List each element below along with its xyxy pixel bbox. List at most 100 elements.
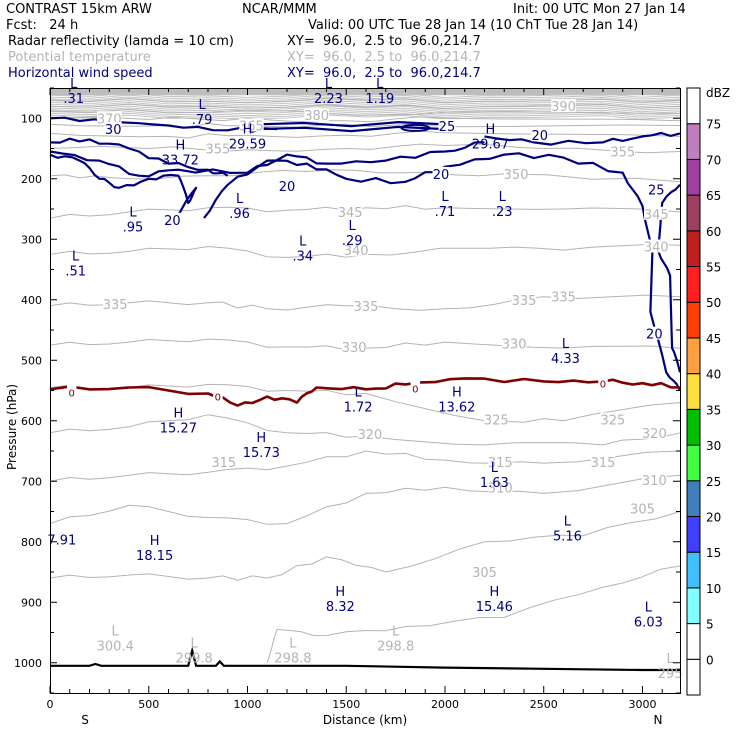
contour-label-bg	[304, 108, 329, 122]
contour-label-bg	[213, 388, 223, 402]
wind-contour-20	[203, 152, 681, 392]
x-axis-south-label: S	[81, 713, 89, 727]
wind-contour-25	[257, 125, 446, 133]
theta-contour-360	[49, 130, 681, 139]
extremum-marker: L	[441, 190, 449, 205]
contour-label: 0	[600, 380, 606, 391]
theta-dense-band	[49, 88, 681, 120]
contour-label-bg	[488, 480, 513, 494]
contour-label: 355	[610, 146, 635, 161]
contour-label: 305	[472, 566, 497, 581]
model-title: CONTRAST 15km ARW	[6, 2, 152, 17]
colorbar-level-label: 5	[706, 618, 714, 632]
x-tick-label: 0	[47, 698, 54, 711]
theta-contour-345	[49, 205, 681, 219]
extremum-value: 298.8	[377, 640, 414, 655]
field-xy-wind: XY= 96.0, 2.5 to 96.0,214.7	[287, 66, 481, 81]
contour-label: 340	[344, 244, 369, 259]
colorbar-level-label: 70	[706, 153, 721, 167]
x-tick-label: 1000	[233, 698, 261, 711]
contour-label: 380	[304, 109, 329, 124]
wind-contour-25	[257, 121, 446, 128]
y-tick-label: 1000	[14, 657, 42, 670]
contour-label-bg	[503, 166, 529, 180]
x-tick-label: 2000	[431, 698, 459, 711]
extremum-value: 1.63	[480, 476, 509, 491]
theta-contour-line	[49, 114, 681, 120]
colorbar-swatch	[686, 230, 701, 268]
extremum-marker: H	[486, 122, 496, 137]
extremum-marker: L	[112, 625, 120, 640]
contour-label: 320	[642, 427, 667, 442]
wind-contour-20	[49, 153, 198, 216]
y-axis-label: Pressure (hPa)	[5, 384, 19, 470]
contour-label: 315	[591, 456, 616, 471]
extremum-marker: H	[150, 534, 160, 549]
colorbar-swatch	[686, 337, 701, 375]
contour-label-bg	[647, 182, 665, 196]
theta-contour-line	[49, 101, 681, 108]
extremum-marker: L	[376, 77, 384, 92]
contour-label: 325	[600, 414, 625, 429]
theta-contour-355	[49, 143, 681, 154]
extremum-value: 29.59	[229, 137, 266, 152]
extremum-value: .71	[435, 205, 456, 220]
contour-label-bg	[239, 118, 264, 132]
contour-label-bg	[104, 122, 122, 136]
contour-label-bg	[341, 339, 367, 353]
extremum-marker: L	[236, 192, 244, 207]
contour-label: 20	[433, 168, 450, 183]
contour-label: 20	[279, 180, 296, 195]
y-tick-label: 200	[21, 173, 42, 186]
extremum-value: 15.73	[243, 446, 280, 461]
extremum-marker: L	[667, 652, 675, 667]
field-name-reflectivity: Radar reflectivity (lamda = 10 cm)	[8, 34, 234, 49]
freezing-level	[49, 377, 681, 407]
extremum-value: 5.16	[553, 529, 582, 544]
dbz-colorbar: 0 5 10 15 20 25 30 35 40 45 50 55 60 65 70 75 dBZ	[686, 86, 730, 696]
terrain	[50, 646, 680, 672]
colorbar-swatch	[686, 515, 701, 553]
x-tick-label: 2500	[530, 698, 558, 711]
colorbar-swatch	[686, 266, 701, 303]
contour-label-bg	[551, 99, 576, 113]
colorbar-swatch	[686, 87, 701, 125]
contour-label-bg	[531, 128, 549, 142]
contour-label-bg	[610, 144, 635, 158]
extremum-value: .96	[229, 207, 250, 222]
wind-contour-20	[484, 131, 681, 146]
contour-label: 320	[358, 428, 383, 443]
contour-label: 325	[484, 414, 509, 429]
extremum-value: .23	[492, 205, 513, 220]
theta-contour-line	[49, 105, 681, 111]
y-tick-label: 400	[21, 294, 42, 307]
extremum-value: 298.8	[274, 652, 311, 667]
extremum-marker: L	[70, 77, 78, 92]
extremum-value: 33.72	[162, 154, 199, 169]
contour-label: 330	[342, 341, 367, 356]
contour-label-bg	[278, 179, 296, 193]
extremum-marker: H	[175, 139, 185, 154]
colorbar-swatch	[686, 480, 701, 517]
contour-label: 305	[630, 502, 655, 517]
extremum-marker: H	[173, 407, 183, 422]
colorbar-swatch	[686, 658, 701, 696]
colorbar-level-label: 10	[706, 582, 721, 596]
contour-label-bg	[353, 298, 379, 312]
wind-contour-20	[657, 184, 682, 373]
theta-contour-330	[49, 338, 681, 351]
contour-label-bg	[211, 454, 237, 468]
colorbar-level-label: 20	[706, 510, 721, 524]
theta-contour-line	[49, 94, 681, 100]
valid-time: Valid: 00 UTC Tue 28 Jan 14 (10 ChT Tue …	[308, 18, 639, 33]
extremum-value: 15.46	[476, 600, 513, 615]
theta-contour-315	[49, 450, 681, 482]
contour-label-bg	[357, 427, 383, 441]
wind-contour-30	[49, 137, 229, 177]
x-axis-label: Distance (km)	[323, 713, 407, 727]
colorbar-level-label: 55	[706, 261, 721, 275]
colorbar-swatch	[686, 194, 701, 232]
extremum-marker: L	[191, 637, 199, 652]
extremum-value: 8.32	[326, 600, 355, 615]
x-tick-label: 3000	[628, 698, 656, 711]
